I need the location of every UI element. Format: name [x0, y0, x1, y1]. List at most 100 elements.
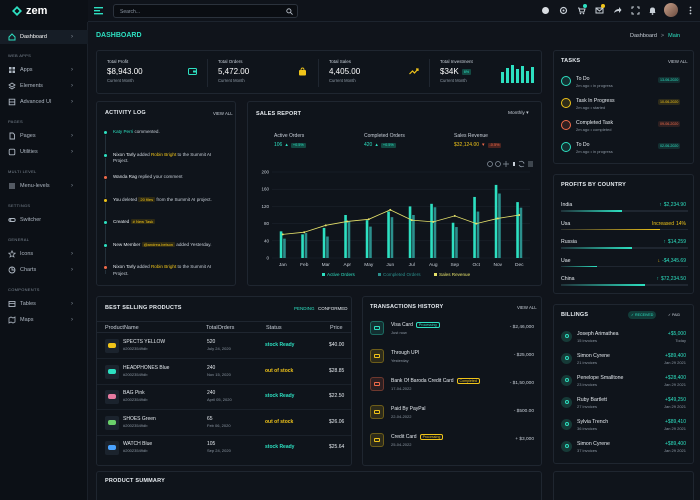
- product-name[interactable]: BAG Pink: [123, 390, 145, 396]
- bar-active-orders[interactable]: [516, 202, 519, 258]
- tab-confirmed[interactable]: CONFORMED: [318, 306, 348, 311]
- bar-active-orders[interactable]: [344, 215, 347, 258]
- transaction-name[interactable]: Visa Card: [391, 322, 413, 328]
- task-name[interactable]: Completed Task: [576, 120, 614, 126]
- billing-name[interactable]: Simon Cyrene: [577, 441, 610, 447]
- bar-completed-orders[interactable]: [433, 207, 437, 258]
- billing-name[interactable]: Joseph Arimathea: [577, 331, 619, 337]
- bar-active-orders[interactable]: [279, 231, 283, 258]
- billing-name[interactable]: Penelope Smalltone: [577, 375, 624, 381]
- line-point[interactable]: [518, 214, 521, 216]
- sidebar-item-elements[interactable]: Elements ›: [0, 79, 88, 93]
- legend-label[interactable]: Active Orders: [327, 272, 356, 277]
- sidebar-item-icons[interactable]: Icons ›: [0, 247, 88, 261]
- breadcrumb-home[interactable]: Dashboard: [630, 33, 657, 39]
- line-point[interactable]: [346, 220, 349, 223]
- bar-active-orders[interactable]: [322, 227, 326, 258]
- pan-icon[interactable]: [513, 162, 515, 166]
- bar-completed-orders[interactable]: [498, 193, 501, 259]
- bar-completed-orders[interactable]: [326, 236, 329, 259]
- billing-name[interactable]: Ruby Bartlett: [577, 397, 607, 403]
- reset-icon[interactable]: [518, 160, 525, 168]
- line-point[interactable]: [389, 208, 392, 211]
- activity-actor[interactable]: Wanda Rag: [113, 174, 138, 179]
- activity-actor[interactable]: Nixon Tarly: [113, 151, 136, 157]
- product-name[interactable]: SHOES Green: [123, 415, 156, 422]
- sidebar-item-tables[interactable]: Tables ›: [0, 297, 88, 311]
- line-point[interactable]: [453, 214, 456, 217]
- sidebar-item-menu-levels[interactable]: Menu-levels ›: [0, 179, 88, 193]
- transaction-name[interactable]: Paid By PayPal: [391, 406, 426, 412]
- search-icon[interactable]: [286, 8, 293, 15]
- bar-completed-orders[interactable]: [390, 217, 394, 258]
- transactions-view-all-link[interactable]: VIEW ALL: [517, 305, 537, 310]
- mail-icon[interactable]: [595, 6, 604, 15]
- bar-active-orders[interactable]: [365, 220, 369, 258]
- activity-highlight[interactable]: Robin Bright: [150, 264, 177, 269]
- chart-menu-icon[interactable]: [528, 161, 533, 167]
- bar-completed-orders[interactable]: [283, 238, 286, 258]
- bar-active-orders[interactable]: [301, 234, 304, 258]
- bar-active-orders[interactable]: [408, 206, 412, 258]
- search-input[interactable]: [120, 6, 280, 17]
- bar-active-orders[interactable]: [451, 222, 455, 258]
- activity-actor[interactable]: Created: [113, 219, 130, 224]
- activity-actor[interactable]: Nixon Tarly: [113, 264, 136, 269]
- line-point[interactable]: [281, 233, 284, 236]
- user-avatar[interactable]: [664, 3, 678, 17]
- bar-completed-orders[interactable]: [347, 221, 351, 258]
- transaction-name[interactable]: Bank Of Baroda Credit Card: [391, 378, 454, 384]
- bar-completed-orders[interactable]: [412, 215, 415, 258]
- line-point[interactable]: [324, 224, 327, 227]
- bar-completed-orders[interactable]: [304, 233, 308, 258]
- legend-label[interactable]: Sales Revenue: [439, 272, 471, 277]
- selection-zoom-icon[interactable]: [503, 161, 509, 167]
- line-point[interactable]: [410, 219, 413, 222]
- sidebar-item-charts[interactable]: Charts ›: [0, 263, 88, 277]
- fullscreen-icon[interactable]: [631, 6, 640, 15]
- brand[interactable]: zem: [0, 0, 88, 22]
- transaction-name[interactable]: Through UPI: [391, 350, 420, 356]
- activity-view-all-link[interactable]: VIEW ALL: [213, 111, 233, 116]
- activity-highlight[interactable]: # New Task: [130, 219, 156, 224]
- line-point[interactable]: [303, 231, 306, 234]
- sidebar-item-pages[interactable]: Pages ›: [0, 129, 88, 143]
- sidebar-item-maps[interactable]: Maps ›: [0, 313, 88, 327]
- billing-name[interactable]: Sylvia Trench: [577, 419, 609, 425]
- tab-pending[interactable]: PENDING: [294, 306, 315, 311]
- activity-highlight[interactable]: @andrea.belson: [141, 241, 176, 247]
- cart-icon[interactable]: [577, 6, 586, 15]
- settings-icon[interactable]: [559, 6, 568, 15]
- activity-actor[interactable]: Katy Perri: [113, 129, 134, 134]
- zoom-out-icon[interactable]: [495, 161, 501, 167]
- line-point[interactable]: [432, 220, 435, 223]
- tasks-view-all-link[interactable]: VIEW ALL: [668, 59, 688, 64]
- bar-active-orders[interactable]: [473, 196, 476, 258]
- product-name[interactable]: WATCH Blue: [123, 441, 153, 447]
- share-icon[interactable]: [613, 6, 622, 15]
- notifications-icon[interactable]: [648, 6, 657, 15]
- bar-active-orders[interactable]: [494, 184, 498, 258]
- task-name[interactable]: To Do: [576, 76, 590, 82]
- bar-completed-orders[interactable]: [519, 207, 523, 258]
- activity-highlight[interactable]: Robin Bright: [150, 151, 177, 157]
- theme-icon[interactable]: [541, 6, 550, 15]
- bar-completed-orders[interactable]: [455, 227, 458, 258]
- zoom-in-icon[interactable]: [487, 161, 493, 167]
- bar-active-orders[interactable]: [387, 211, 390, 258]
- line-point[interactable]: [475, 222, 478, 225]
- product-name[interactable]: SPECTS YELLOW: [123, 339, 166, 345]
- product-name[interactable]: HEADPHONES Blue: [123, 364, 170, 371]
- sidebar-item-apps[interactable]: Apps ›: [0, 63, 88, 77]
- task-name[interactable]: To Do: [576, 142, 590, 148]
- activity-actor[interactable]: New Member: [113, 241, 141, 247]
- sidebar-item-switcher[interactable]: Switcher: [0, 213, 88, 227]
- tab-received[interactable]: ✓ RECEIVED: [628, 311, 657, 319]
- sidebar-item-dashboard[interactable]: Dashboard ›: [0, 30, 88, 44]
- sidebar-item-advanced-ui[interactable]: Advanced UI ›: [0, 95, 88, 109]
- transaction-name[interactable]: Credit Card: [391, 434, 417, 440]
- bar-active-orders[interactable]: [430, 203, 433, 258]
- tab-paid[interactable]: ✓ PAID: [665, 311, 683, 319]
- line-point[interactable]: [496, 217, 499, 220]
- billing-name[interactable]: Simon Cyrene: [577, 353, 610, 359]
